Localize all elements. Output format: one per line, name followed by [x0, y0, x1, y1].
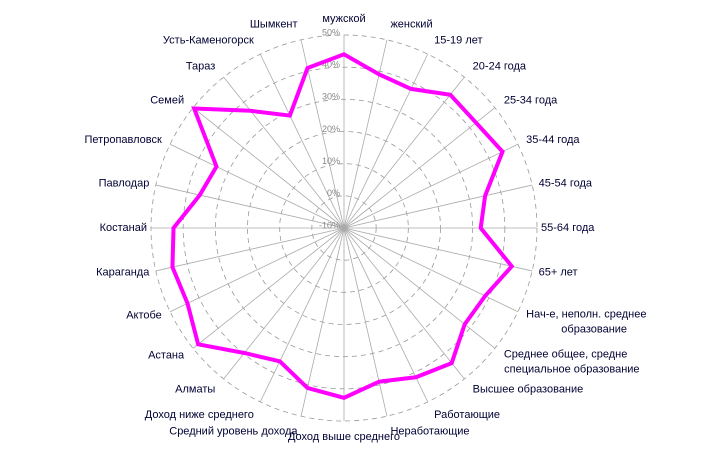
radar-line — [170, 52, 515, 400]
tick-label: -10% — [319, 220, 340, 230]
spoke — [155, 227, 345, 272]
tick-label: 10% — [322, 156, 340, 166]
spoke — [169, 143, 345, 229]
category-label: 45-54 года — [539, 177, 593, 189]
category-label: женский — [390, 18, 432, 30]
spoke — [343, 227, 496, 349]
spoke — [223, 227, 345, 380]
category-label: Доход выше среднего — [288, 431, 400, 443]
category-label: Высшее образование — [473, 383, 584, 395]
spoke — [169, 227, 345, 313]
category-label: Семей — [150, 94, 184, 106]
spoke — [192, 107, 345, 229]
category-label: Средний уровень дохода — [169, 425, 298, 437]
spoke — [155, 184, 345, 229]
category-label: Усть-Каменогорск — [163, 35, 254, 47]
label-line: Нач-е, неполн. среднее — [526, 309, 649, 321]
tick-label: 20% — [322, 124, 340, 134]
spoke — [343, 227, 465, 380]
category-label: 55-64 года — [541, 222, 595, 234]
category-label: 65+ лет — [539, 266, 578, 278]
spoke — [343, 53, 429, 229]
category-label: Актобе — [126, 310, 162, 322]
label-line: образование — [561, 324, 627, 336]
spoke — [343, 227, 533, 272]
category-label: мужской — [322, 13, 365, 25]
spoke — [300, 227, 345, 417]
label-line: специальное образование — [504, 363, 639, 375]
category-label: Петропавловск — [85, 134, 162, 146]
label-line: Среднее общее, средне — [504, 348, 628, 360]
spoke — [343, 227, 429, 403]
spoke — [343, 107, 496, 229]
category-label: 25-34 года — [504, 94, 558, 106]
spoke — [343, 227, 519, 313]
spoke — [343, 184, 533, 229]
tick-label: 30% — [322, 92, 340, 102]
category-label: Костанай — [100, 222, 147, 234]
category-label: Среднее общее, средне специальное образов… — [504, 348, 640, 375]
category-label: Шымкент — [250, 18, 298, 30]
tick-label: 50% — [322, 27, 340, 37]
category-label: Доход ниже среднего — [145, 409, 254, 421]
category-label: 20-24 года — [473, 61, 527, 73]
tick-label: 40% — [322, 60, 340, 70]
spoke — [343, 39, 388, 229]
spoke — [343, 227, 388, 417]
category-label: Караганда — [96, 266, 150, 278]
category-label: Алматы — [175, 383, 215, 395]
category-label: Тараз — [186, 61, 216, 73]
category-label: Павлодар — [99, 177, 150, 189]
spoke — [343, 143, 519, 229]
tick-label: 0% — [327, 188, 340, 198]
spoke — [192, 227, 345, 349]
category-label: 35-44 года — [526, 134, 580, 146]
spoke — [259, 53, 345, 229]
category-label: 15-19 лет — [434, 35, 482, 47]
category-label: Неработающие — [390, 425, 469, 437]
category-label: Астана — [148, 349, 185, 361]
spoke — [259, 227, 345, 403]
category-label: Работающие — [434, 409, 500, 421]
spoke — [223, 76, 345, 229]
category-label: Нач-е, неполн. среднее образование — [526, 309, 649, 336]
spoke — [343, 76, 465, 229]
